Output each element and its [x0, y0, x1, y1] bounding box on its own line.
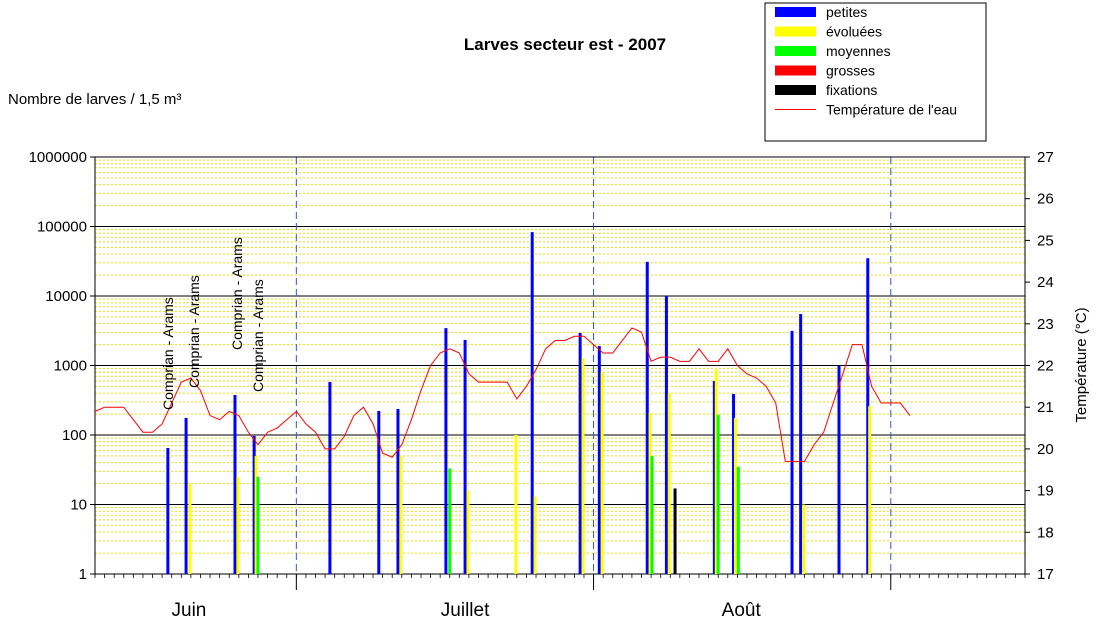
bar: [650, 455, 654, 574]
bar: [597, 346, 601, 574]
bar: [868, 406, 872, 574]
y2-tick-label: 26: [1037, 191, 1054, 208]
y-tick-label: 100: [62, 427, 87, 444]
y2-tick-label: 25: [1037, 232, 1054, 249]
annotation: Comprian - Arams: [229, 237, 245, 350]
bar: [714, 369, 718, 574]
y-tick-label: 1: [79, 566, 87, 583]
bar: [448, 468, 452, 574]
legend-swatch: [775, 46, 816, 56]
bar: [236, 476, 240, 574]
legend-swatch: [775, 85, 816, 95]
x-tick-label: Juin: [172, 600, 207, 621]
y2-tick-label: 24: [1037, 274, 1054, 291]
bar: [716, 414, 720, 574]
y-tick-label: 10000: [45, 288, 87, 305]
bar: [399, 455, 403, 574]
bar: [466, 490, 470, 574]
bar: [732, 393, 736, 574]
bar: [166, 448, 170, 574]
bar: [530, 232, 534, 574]
bar: [667, 393, 671, 574]
legend-swatch: [775, 65, 816, 76]
bar: [463, 339, 467, 574]
bar: [802, 504, 806, 574]
y-axis-label: Nombre de larves / 1,5 m³: [8, 91, 181, 108]
bar: [328, 381, 332, 574]
bar: [799, 314, 803, 574]
bar: [533, 496, 537, 574]
bar: [600, 372, 604, 574]
x-tick-label: Juillet: [441, 600, 490, 621]
legend-label: moyennes: [826, 43, 891, 59]
y-tick-label: 1000: [54, 358, 87, 375]
legend-label: petites: [826, 4, 867, 20]
bar: [256, 476, 260, 574]
y2-tick-label: 20: [1037, 441, 1054, 458]
bar: [184, 417, 188, 574]
bar: [648, 412, 652, 574]
bar: [733, 418, 737, 574]
temperature-line: [94, 327, 911, 462]
bar: [444, 328, 448, 574]
bar: [645, 261, 649, 574]
annotation: Comprian - Arams: [186, 275, 202, 388]
legend-swatch: [775, 26, 816, 37]
bar: [673, 488, 677, 574]
legend-label: Température de l'eau: [826, 102, 957, 118]
bar: [736, 466, 740, 574]
y2-tick-label: 21: [1037, 399, 1054, 416]
bar: [866, 258, 870, 574]
bar: [233, 395, 237, 574]
bar: [252, 435, 256, 574]
y2-tick-label: 18: [1037, 524, 1054, 541]
annotation: Comprian - Arams: [160, 297, 176, 410]
legend-swatch: [775, 7, 816, 17]
y-tick-label: 10: [70, 497, 87, 514]
y2-tick-label: 17: [1037, 566, 1054, 583]
bar: [790, 330, 794, 574]
x-tick-label: Août: [722, 600, 762, 621]
bar: [377, 410, 381, 574]
bar: [396, 408, 400, 574]
legend-label: grosses: [826, 63, 875, 79]
y2-tick-label: 19: [1037, 483, 1054, 500]
bar: [514, 435, 518, 574]
y-tick-label: 100000: [37, 219, 87, 236]
y-tick-label: 1000000: [29, 149, 87, 166]
bar: [664, 296, 668, 574]
plot-frame: [94, 156, 1026, 575]
bar: [254, 455, 258, 574]
bar: [188, 483, 192, 574]
chart-title: Larves secteur est - 2007: [464, 35, 666, 54]
y2-tick-label: 23: [1037, 316, 1054, 333]
y2-tick-label: 27: [1037, 149, 1054, 166]
legend-label: fixations: [826, 82, 877, 98]
annotation: Comprian - Arams: [250, 279, 266, 392]
legend-label: évoluées: [826, 24, 882, 40]
bar: [712, 380, 716, 574]
bar: [837, 365, 841, 574]
bar: [578, 332, 582, 574]
y2-tick-label: 22: [1037, 358, 1054, 375]
bar: [581, 358, 585, 574]
y2-axis-label: Température (°C): [1073, 307, 1090, 422]
